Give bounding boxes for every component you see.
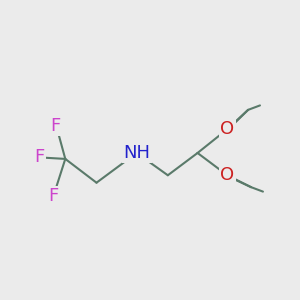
Text: F: F	[51, 117, 61, 135]
Text: F: F	[48, 187, 59, 205]
Text: F: F	[34, 148, 45, 166]
Text: O: O	[220, 166, 234, 184]
Text: NH: NH	[123, 144, 150, 162]
Text: O: O	[220, 120, 234, 138]
